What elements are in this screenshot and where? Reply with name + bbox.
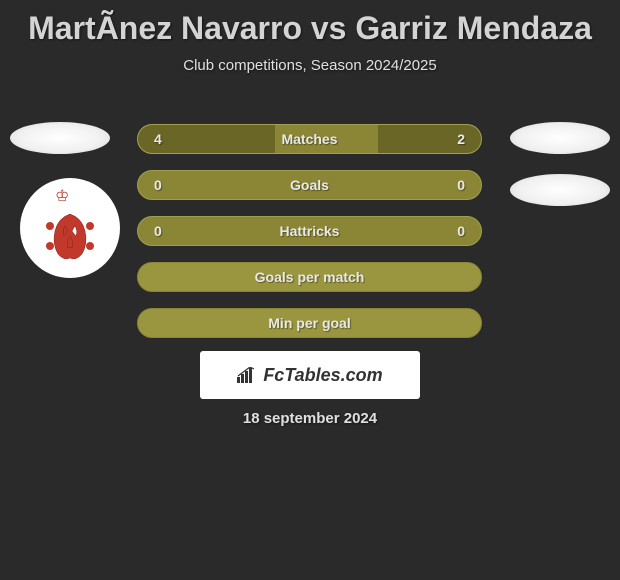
stat-row-min-per-goal: Min per goal: [137, 308, 482, 338]
chart-icon: [237, 367, 257, 383]
page-title: MartÃ­nez Navarro vs Garriz Mendaza: [0, 0, 620, 47]
branding-badge: FcTables.com: [200, 351, 420, 399]
stat-left-value: 0: [154, 177, 162, 193]
stat-label: Matches: [281, 131, 337, 147]
date-text: 18 september 2024: [0, 410, 620, 427]
stat-label: Goals: [290, 177, 329, 193]
stat-label: Goals per match: [255, 269, 365, 285]
stat-row-goals-per-match: Goals per match: [137, 262, 482, 292]
stat-row-goals: 0 Goals 0: [137, 170, 482, 200]
club-crest-left: ♔: [20, 178, 120, 278]
stat-right-value: 0: [457, 223, 465, 239]
stat-right-value: 0: [457, 177, 465, 193]
stat-right-value: 2: [457, 131, 465, 147]
stats-container: 4 Matches 2 0 Goals 0 0 Hattricks 0 Goal…: [137, 124, 482, 354]
page-subtitle: Club competitions, Season 2024/2025: [0, 57, 620, 74]
player-right-avatar: [510, 122, 610, 154]
stat-left-value: 0: [154, 223, 162, 239]
lion-icon: [40, 206, 100, 266]
stat-left-value: 4: [154, 131, 162, 147]
stat-row-matches: 4 Matches 2: [137, 124, 482, 154]
stat-label: Hattricks: [280, 223, 340, 239]
player-right-club-avatar: [510, 174, 610, 206]
crown-icon: ♔: [55, 186, 69, 206]
player-left-avatar: [10, 122, 110, 154]
stat-row-hattricks: 0 Hattricks 0: [137, 216, 482, 246]
branding-text: FcTables.com: [263, 365, 382, 386]
stat-label: Min per goal: [268, 315, 350, 331]
stat-right-fill: [378, 125, 481, 153]
